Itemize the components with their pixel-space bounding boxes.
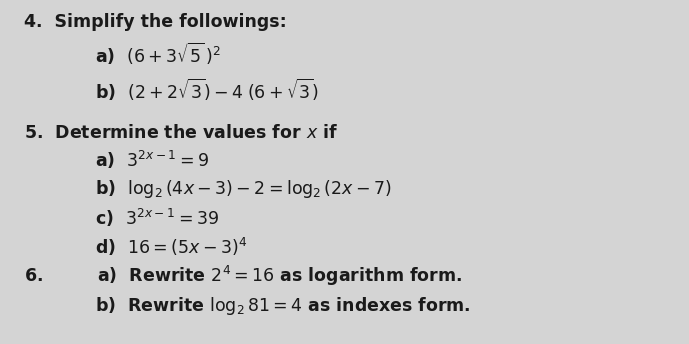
Text: b)  $\log_{2}(4x - 3) - 2 = \log_{2}(2x - 7)$: b) $\log_{2}(4x - 3) - 2 = \log_{2}(2x -… (94, 178, 391, 200)
Text: c)  $3^{2x-1} = 39$: c) $3^{2x-1} = 39$ (94, 206, 218, 229)
Text: b)  $(2 + 2\sqrt{3}) - 4\;(6 + \sqrt{3})$: b) $(2 + 2\sqrt{3}) - 4\;(6 + \sqrt{3})$ (94, 77, 319, 103)
Text: 4.  Simplify the followings:: 4. Simplify the followings: (23, 13, 287, 31)
Text: a)  $3^{2x-1} = 9$: a) $3^{2x-1} = 9$ (94, 149, 209, 171)
Text: a)  $(6 + 3\sqrt{5}\,)^{2}$: a) $(6 + 3\sqrt{5}\,)^{2}$ (94, 41, 220, 67)
Text: 6.         a)  Rewrite $2^{4} = 16$ as logarithm form.: 6. a) Rewrite $2^{4} = 16$ as logarithm … (23, 264, 462, 288)
Text: b)  Rewrite $\log_{2} 81 = 4$ as indexes form.: b) Rewrite $\log_{2} 81 = 4$ as indexes … (94, 295, 471, 317)
Text: d)  $16 = (5x - 3)^{4}$: d) $16 = (5x - 3)^{4}$ (94, 236, 247, 258)
Text: 5.  Determine the values for $x$ if: 5. Determine the values for $x$ if (23, 123, 338, 142)
